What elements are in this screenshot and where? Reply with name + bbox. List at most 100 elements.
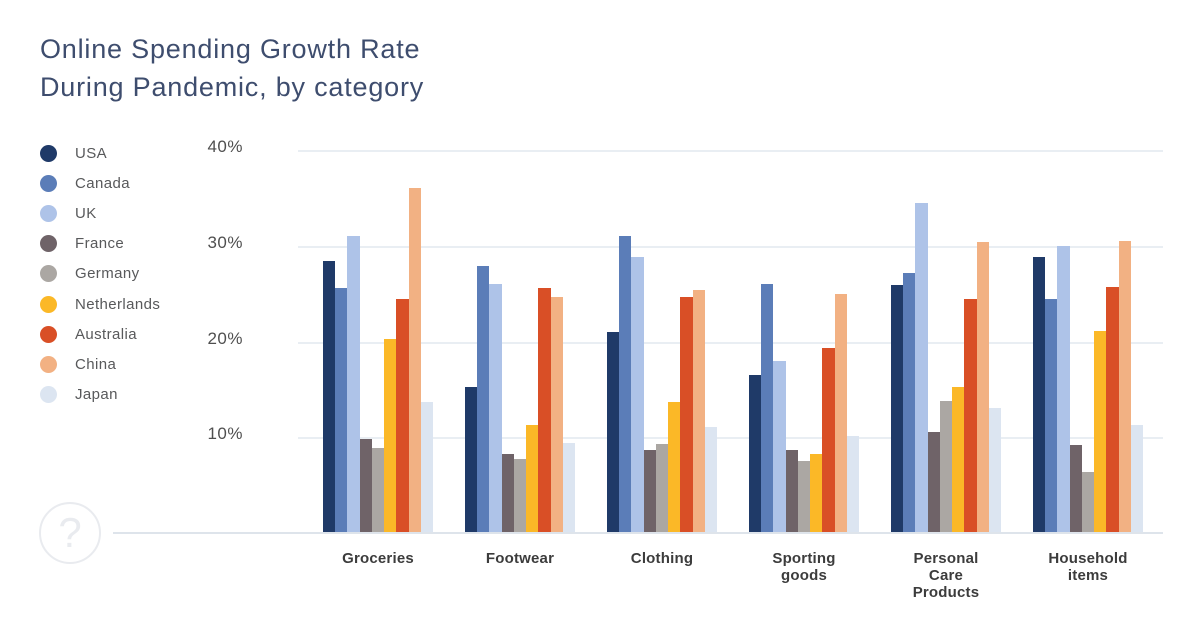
legend-swatch-china — [40, 355, 57, 373]
bar-france-household-items — [1069, 444, 1082, 532]
legend-item-netherlands: Netherlands — [40, 289, 160, 319]
legend-label-canada: Canada — [75, 174, 130, 192]
legend-item-canada: Canada — [40, 168, 160, 198]
bar-usa-footwear — [464, 386, 477, 532]
bar-japan-clothing — [705, 426, 718, 532]
bar-australia-household-items — [1106, 286, 1119, 532]
legend-item-china: China — [40, 349, 160, 379]
x-axis-line — [113, 532, 1163, 534]
legend-item-australia: Australia — [40, 319, 160, 349]
legend-label-germany: Germany — [75, 265, 140, 283]
bar-france-sporting-goods — [785, 449, 798, 532]
plot-area: 40% 30% 20% 10% Groceries Footwear Clothing Spo… — [207, 137, 1163, 601]
bar-japan-sporting-goods — [847, 436, 860, 532]
legend-label-netherlands: Netherlands — [75, 295, 161, 313]
bar-uk-personal-care-products — [915, 202, 928, 532]
legend-swatch-netherlands — [40, 295, 57, 313]
bar-group-footwear — [464, 265, 576, 532]
bar-canada-household-items — [1044, 299, 1058, 532]
bar-australia-footwear — [538, 287, 551, 532]
legend-swatch-australia — [40, 325, 57, 343]
bar-group-groceries — [322, 188, 434, 532]
bar-uk-sporting-goods — [773, 360, 786, 532]
legend-swatch-usa — [40, 144, 57, 162]
bar-netherlands-household-items — [1094, 330, 1107, 532]
bar-france-clothing — [643, 449, 656, 532]
bar-canada-groceries — [334, 287, 348, 532]
bar-germany-groceries — [371, 447, 385, 532]
bar-australia-clothing — [680, 296, 693, 532]
bar-uk-clothing — [631, 257, 644, 532]
bar-germany-household-items — [1081, 471, 1095, 532]
bar-china-household-items — [1118, 240, 1132, 532]
category-label-household-items: Household items — [1048, 550, 1128, 584]
legend: USA Canada UK France Germany Netherlands Austr… — [40, 138, 160, 410]
bar-usa-personal-care-products — [890, 285, 903, 532]
bar-canada-clothing — [618, 236, 632, 532]
chart-title-line2: During Pandemic, by category — [40, 72, 425, 102]
bar-canada-personal-care-products — [902, 272, 916, 532]
y-tick-40: 40% — [207, 137, 243, 156]
legend-swatch-uk — [40, 204, 57, 222]
bar-australia-groceries — [396, 299, 409, 532]
y-tick-20: 20% — [207, 328, 243, 348]
gridline-20 — [298, 341, 1163, 344]
legend-item-uk: UK — [40, 198, 160, 228]
legend-label-usa: USA — [75, 144, 108, 162]
bar-australia-personal-care-products — [964, 299, 977, 532]
category-label-personal-care-products: Personal Care Products — [912, 550, 980, 601]
legend-item-germany: Germany — [40, 259, 160, 289]
legend-swatch-france — [40, 235, 57, 253]
bar-france-personal-care-products — [927, 431, 940, 532]
bar-netherlands-groceries — [384, 338, 397, 532]
chart-title: Online Spending Growth Rate During Pandem… — [40, 30, 424, 106]
legend-label-australia: Australia — [75, 325, 137, 343]
legend-label-france: France — [75, 235, 125, 253]
gridline-30 — [298, 245, 1163, 248]
gridline-40 — [298, 150, 1163, 152]
category-label-groceries: Groceries — [342, 550, 414, 567]
bar-france-groceries — [359, 439, 372, 532]
legend-swatch-canada — [40, 174, 57, 192]
bar-japan-footwear — [563, 443, 576, 532]
chart-title-line1: Online Spending Growth Rate — [40, 34, 421, 64]
bar-canada-footwear — [476, 265, 490, 532]
legend-item-usa: USA — [40, 138, 160, 168]
bar-china-sporting-goods — [834, 293, 848, 532]
legend-swatch-japan — [40, 386, 57, 404]
bar-japan-groceries — [421, 401, 434, 532]
bar-usa-clothing — [606, 331, 619, 532]
category-label-clothing: Clothing — [630, 550, 694, 567]
help-button[interactable]: ? — [39, 502, 101, 564]
bar-uk-groceries — [347, 236, 360, 532]
bar-canada-sporting-goods — [760, 284, 774, 532]
gridline-10 — [298, 437, 1163, 440]
bar-netherlands-clothing — [668, 401, 681, 532]
y-tick-30: 30% — [207, 232, 243, 252]
bar-group-sporting-goods — [748, 284, 860, 532]
legend-swatch-germany — [40, 265, 57, 283]
bar-netherlands-footwear — [526, 424, 539, 532]
legend-item-france: France — [40, 229, 160, 259]
y-tick-10: 10% — [207, 424, 243, 444]
bar-china-footwear — [550, 296, 564, 532]
bar-netherlands-personal-care-products — [952, 386, 965, 532]
bar-uk-household-items — [1057, 245, 1070, 532]
bar-group-clothing — [606, 236, 718, 532]
question-mark-icon: ? — [58, 509, 82, 556]
bar-germany-clothing — [655, 443, 669, 532]
bar-china-groceries — [408, 188, 422, 532]
bar-usa-sporting-goods — [748, 375, 761, 532]
category-label-footwear: Footwear — [485, 550, 555, 567]
bar-netherlands-sporting-goods — [810, 454, 823, 532]
legend-label-uk: UK — [75, 204, 97, 222]
category-label-sporting-goods: Sporting goods — [772, 550, 836, 584]
bar-germany-footwear — [513, 459, 527, 532]
bar-france-footwear — [501, 454, 514, 532]
bar-usa-household-items — [1032, 257, 1045, 532]
legend-label-china: China — [75, 355, 117, 373]
legend-item-japan: Japan — [40, 380, 160, 410]
bar-japan-household-items — [1131, 424, 1144, 532]
bar-uk-footwear — [489, 284, 502, 532]
